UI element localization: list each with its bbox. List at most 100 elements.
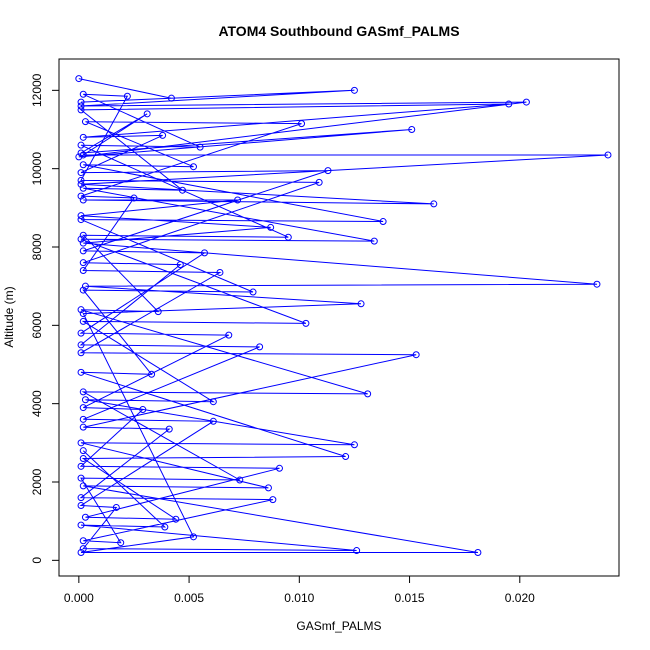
data-point bbox=[176, 261, 184, 269]
data-point bbox=[77, 235, 85, 243]
data-point bbox=[79, 239, 87, 247]
data-point bbox=[79, 267, 87, 274]
x-axis: 0.000 0.005 0.010 0.015 0.020 bbox=[64, 575, 535, 605]
data-point bbox=[79, 537, 87, 545]
data-point bbox=[81, 396, 89, 404]
y-tick-label: 10000 bbox=[30, 152, 44, 186]
data-point bbox=[236, 476, 244, 484]
data-point bbox=[342, 453, 350, 461]
data-point bbox=[79, 161, 87, 169]
data-point bbox=[269, 496, 277, 504]
data-point bbox=[75, 153, 83, 161]
y-tick-label: 8000 bbox=[30, 233, 44, 260]
x-tick-label: 0.015 bbox=[395, 591, 425, 605]
data-point bbox=[79, 404, 87, 412]
data-point bbox=[189, 163, 197, 171]
data-point bbox=[350, 86, 358, 94]
data-point bbox=[77, 329, 85, 337]
y-tick-label: 6000 bbox=[30, 312, 44, 339]
data-point bbox=[77, 341, 85, 349]
data-point bbox=[130, 194, 138, 202]
data-point bbox=[209, 417, 217, 425]
data-point bbox=[79, 90, 87, 98]
data-point bbox=[201, 249, 209, 257]
data-point bbox=[505, 100, 513, 108]
data-point bbox=[357, 300, 365, 308]
data-point bbox=[604, 151, 612, 159]
data-point bbox=[79, 196, 87, 204]
data-point bbox=[77, 98, 85, 106]
data-point bbox=[77, 368, 85, 376]
data-point bbox=[161, 523, 169, 531]
data-point bbox=[196, 143, 204, 151]
data-point bbox=[249, 288, 257, 296]
data-point bbox=[77, 549, 85, 556]
data-point bbox=[79, 286, 87, 294]
data-point bbox=[77, 176, 85, 184]
data-point bbox=[77, 306, 85, 314]
data-point bbox=[79, 455, 87, 462]
data-point bbox=[315, 178, 323, 186]
series-layer bbox=[75, 75, 612, 556]
data-point bbox=[172, 515, 180, 523]
data-point bbox=[79, 184, 87, 192]
data-point bbox=[522, 98, 530, 106]
data-point bbox=[77, 349, 85, 357]
data-point bbox=[79, 151, 87, 159]
x-tick-label: 0.005 bbox=[174, 591, 204, 605]
data-point bbox=[77, 462, 85, 470]
data-point bbox=[79, 482, 87, 490]
data-point bbox=[79, 545, 87, 553]
data-point bbox=[79, 310, 87, 318]
x-tick-label: 0.020 bbox=[505, 591, 535, 605]
x-tick-label: 0.000 bbox=[64, 591, 94, 605]
data-point bbox=[77, 149, 85, 157]
y-tick-label: 0 bbox=[30, 557, 44, 564]
x-axis-title: GASmf_PALMS bbox=[296, 619, 381, 633]
data-point bbox=[79, 247, 87, 255]
data-point bbox=[77, 180, 85, 188]
data-point bbox=[275, 464, 283, 472]
data-point bbox=[593, 280, 601, 288]
series-line bbox=[78, 78, 609, 553]
data-point bbox=[256, 343, 264, 351]
data-point bbox=[77, 502, 85, 509]
data-point bbox=[79, 415, 87, 423]
data-point bbox=[123, 92, 131, 100]
y-axis-title: Altitude (m) bbox=[2, 286, 16, 347]
data-point bbox=[167, 94, 175, 102]
data-point bbox=[189, 533, 197, 541]
data-point bbox=[77, 521, 85, 529]
data-point bbox=[81, 513, 89, 521]
data-point bbox=[117, 539, 125, 547]
data-point bbox=[379, 218, 387, 226]
y-tick-label: 2000 bbox=[30, 468, 44, 495]
data-point bbox=[408, 126, 416, 133]
data-point bbox=[234, 196, 242, 204]
data-point bbox=[324, 167, 332, 175]
data-point bbox=[79, 259, 87, 267]
data-point bbox=[430, 200, 438, 208]
data-point bbox=[79, 423, 87, 431]
data-point bbox=[178, 186, 186, 194]
data-point bbox=[209, 398, 217, 406]
data-point bbox=[77, 494, 85, 502]
data-point bbox=[77, 106, 85, 114]
data-point bbox=[364, 390, 372, 398]
data-point bbox=[81, 118, 89, 126]
data-point bbox=[350, 441, 358, 449]
data-point bbox=[154, 308, 162, 316]
data-point bbox=[284, 233, 292, 241]
data-point bbox=[77, 439, 85, 447]
data-point bbox=[77, 169, 85, 177]
data-point bbox=[77, 141, 85, 149]
data-point bbox=[79, 447, 87, 455]
data-point bbox=[77, 212, 85, 220]
data-point bbox=[267, 223, 275, 231]
data-point bbox=[225, 331, 233, 339]
data-point bbox=[143, 110, 151, 118]
data-point bbox=[216, 268, 224, 276]
data-point bbox=[81, 282, 89, 290]
